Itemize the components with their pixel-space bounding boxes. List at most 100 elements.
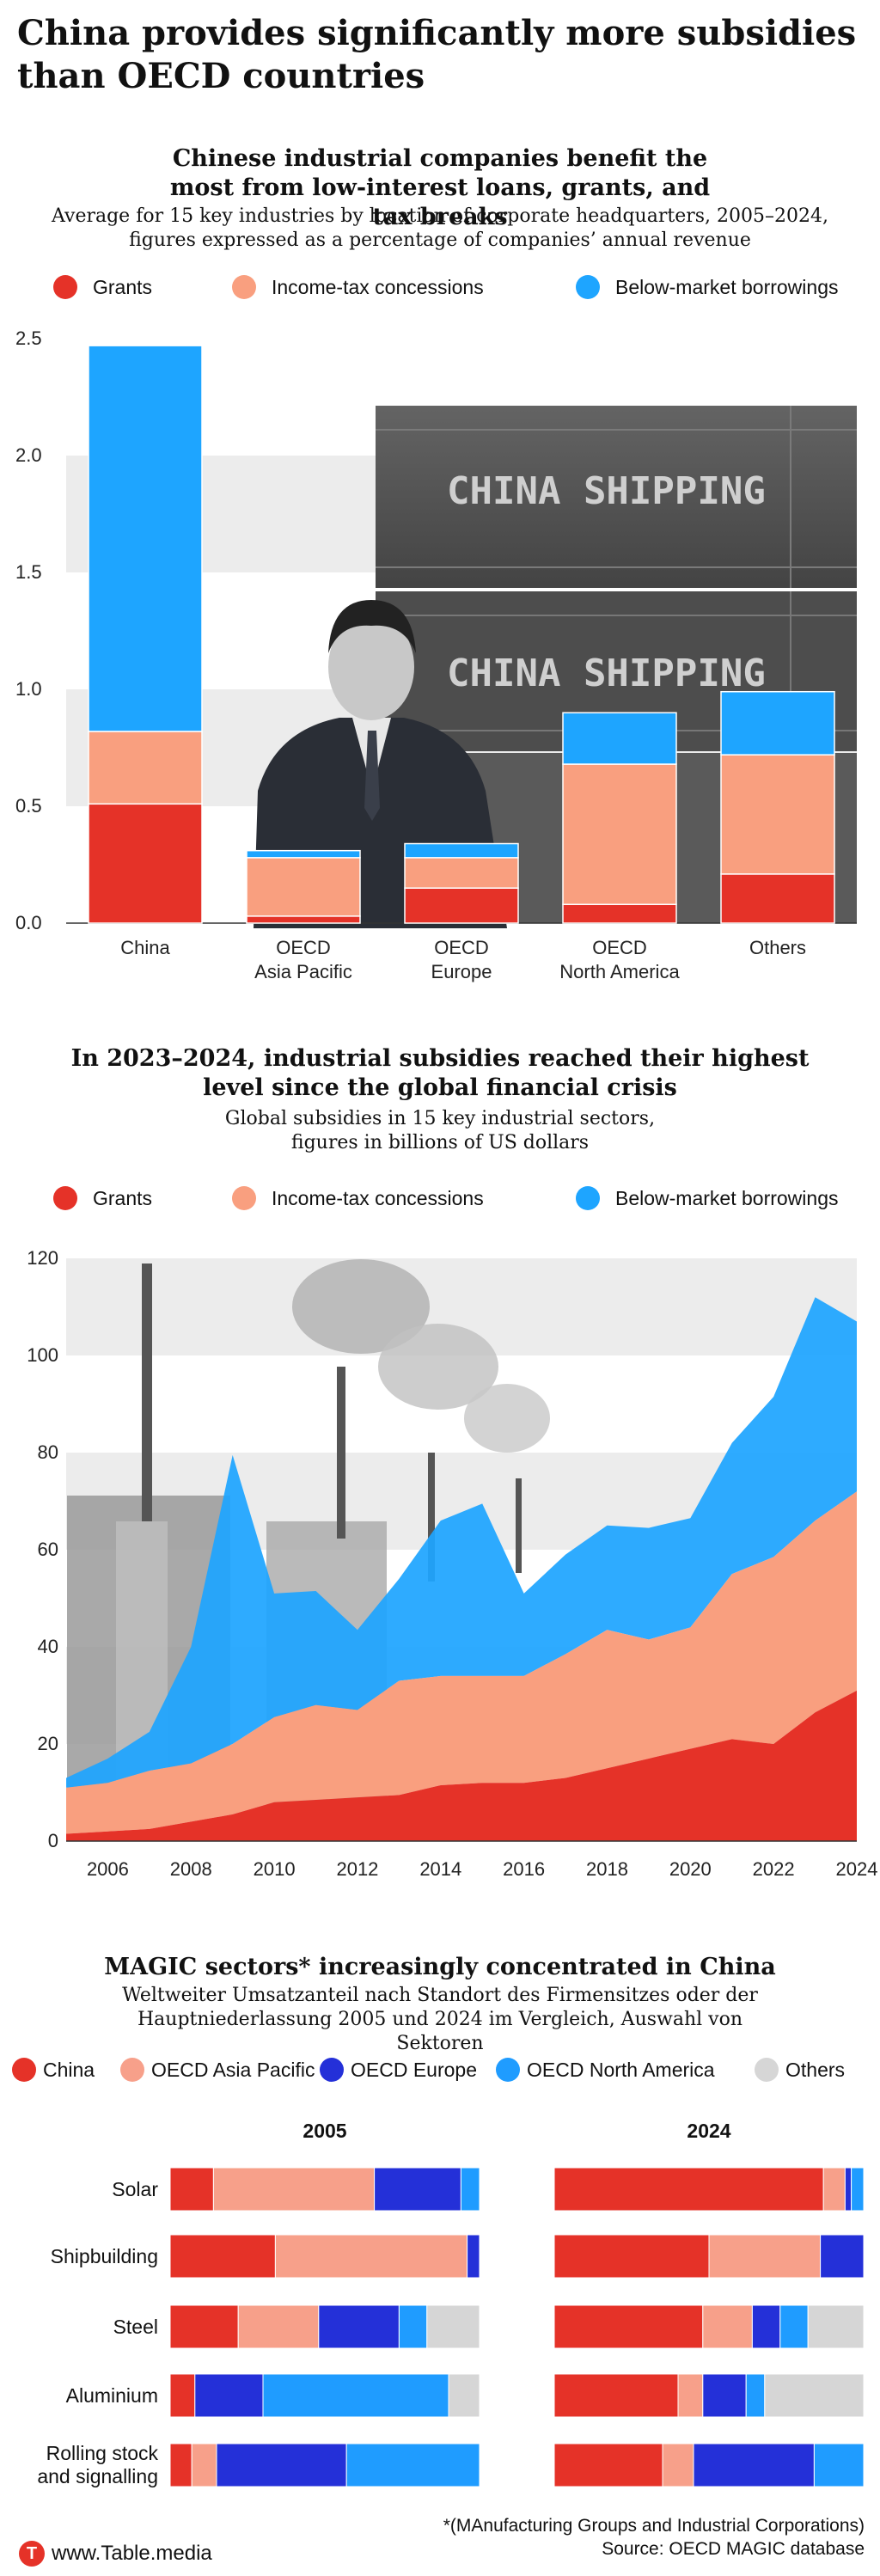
legend-swatch-tax (232, 275, 256, 299)
footnote: *(MAnufacturing Groups and Industrial Co… (443, 2516, 865, 2536)
x-tick-label: 2010 (254, 1858, 296, 1880)
bar-segment (88, 345, 203, 732)
legend3-label-oecd-na: OECD North America (527, 2058, 715, 2081)
section1-title: Chinese industrial companies benefit the… (169, 145, 711, 230)
share-segment (212, 2167, 376, 2212)
legend-item-tax: Income-tax concessions (232, 275, 484, 299)
y-tick-label: 20 (38, 1733, 58, 1754)
share-segment (237, 2304, 320, 2349)
area-series-income-tax-concessions (66, 1491, 857, 1834)
share-segment (553, 2373, 679, 2418)
y-tick-label: 40 (38, 1636, 58, 1657)
category-label: China (120, 937, 170, 958)
footer-brand-text: www.Table.media (52, 2542, 212, 2565)
share-segment (262, 2373, 449, 2418)
legend-item-grants: Grants (53, 275, 152, 299)
category-label: Others (749, 937, 806, 958)
legend3-label-oecd-europe: OECD Europe (351, 2058, 478, 2081)
category-label: North America (559, 961, 680, 982)
chart2-axis: 0 20 40 60 80 100 120 2006 2008 2010 2012 2014 2016 2… (27, 1247, 877, 1880)
table-media-logo-icon: T (19, 2541, 45, 2567)
legend3-item-china: China (12, 2058, 95, 2082)
legend-label-borrow: Below-market borrowings (615, 275, 839, 298)
subsidy-share-bar-chart: CHINA SHIPPING CHINA SHIPPING 0.0 0.5 1.0 1… (15, 327, 857, 982)
share-segment (169, 2304, 239, 2349)
bar-segment (88, 803, 203, 924)
bar-segment (720, 690, 835, 756)
section2-subtitle: Global subsidies in 15 key industrial se… (224, 1108, 656, 1153)
y-tick-label: 0.0 (15, 912, 42, 933)
x-tick-label: 2020 (669, 1858, 712, 1880)
y-tick-label: 0.5 (15, 795, 42, 817)
area-series-grants (66, 1690, 857, 1841)
legend2-swatch-borrow (576, 1186, 600, 1210)
share-segment (345, 2443, 480, 2487)
y-tick-label: 80 (38, 1441, 58, 1463)
legend3-item-oecd-europe: OECD Europe (320, 2058, 477, 2082)
section2-legend: Grants Income-tax concessions Below-mark… (53, 1186, 863, 1221)
bar-segment (246, 915, 361, 924)
bar-segment (562, 763, 677, 905)
legend2-item-borrow: Below-market borrowings (576, 1186, 838, 1210)
share-segment (844, 2167, 852, 2212)
footer-brand[interactable]: T www.Table.media (19, 2541, 212, 2567)
global-subsidies-area-chart: 0 20 40 60 80 100 120 2006 2008 2010 2012 2014 2016 2… (27, 1247, 877, 1880)
sector-label: Solar (112, 2177, 158, 2200)
share-segment (169, 2234, 276, 2279)
legend3-swatch-oecd-na (496, 2058, 520, 2082)
legend2-label-tax: Income-tax concessions (272, 1186, 484, 1209)
legend3-swatch-oecd-europe (320, 2058, 344, 2082)
sector-label: Aluminium (65, 2383, 158, 2407)
legend-item-borrow: Below-market borrowings (576, 275, 838, 299)
share-segment (702, 2373, 747, 2418)
y-tick-label: 1.0 (15, 678, 42, 700)
legend3-swatch-oecd-asia (120, 2058, 144, 2082)
legend-label-tax: Income-tax concessions (272, 275, 484, 298)
legend2-label-grants: Grants (93, 1186, 153, 1209)
x-tick-label: 2006 (87, 1858, 129, 1880)
legend-swatch-borrow (576, 275, 600, 299)
y-tick-label: 100 (27, 1344, 58, 1366)
bar-segment (720, 873, 835, 924)
bar-segment (404, 887, 519, 924)
y-tick-label: 60 (38, 1539, 58, 1560)
area-series-below-market-borrowings (66, 1297, 857, 1788)
sector-share-bars (169, 2167, 865, 2487)
y-tick-label: 2.0 (15, 444, 42, 466)
magic-sector-bars (169, 2167, 865, 2487)
share-segment (374, 2167, 461, 2212)
share-segment (822, 2167, 846, 2212)
photo-text-1: CHINA SHIPPING (447, 469, 766, 513)
share-segment (553, 2443, 663, 2487)
section1-legend: Grants Income-tax concessions Below-mark… (53, 275, 863, 309)
share-segment (662, 2443, 694, 2487)
legend3-item-oecd-asia: OECD Asia Pacific (120, 2058, 315, 2082)
legend2-item-grants: Grants (53, 1186, 152, 1210)
share-segment (553, 2304, 704, 2349)
y-tick-label: 1.5 (15, 561, 42, 583)
share-segment (274, 2234, 468, 2279)
legend3-label-china: China (43, 2058, 95, 2081)
section2-title: In 2023–2024, industrial subsidies reach… (70, 1045, 810, 1101)
share-segment (702, 2304, 753, 2349)
chart1-bars (88, 345, 835, 924)
section1-subtitle: Average for 15 key industries by locatio… (52, 205, 828, 251)
share-segment (745, 2373, 766, 2418)
chart2-areas (66, 1297, 857, 1841)
share-segment (169, 2443, 192, 2487)
x-tick-label: 2012 (336, 1858, 378, 1880)
legend-swatch-grants (53, 275, 77, 299)
share-segment (779, 2304, 809, 2349)
sector-label: Steel (113, 2315, 158, 2338)
share-segment (813, 2443, 865, 2487)
share-segment (677, 2373, 704, 2418)
section3-subtitle: Weltweiter Umsatzanteil nach Standort de… (122, 1985, 758, 2054)
bar-segment (88, 731, 203, 805)
category-label: OECD (434, 937, 489, 958)
legend3-label-others: Others (785, 2058, 846, 2081)
share-segment (191, 2443, 217, 2487)
bar-segment (562, 712, 677, 765)
legend3-item-oecd-na: OECD North America (496, 2058, 715, 2082)
share-segment (820, 2234, 865, 2279)
year-heading-2024: 2024 (687, 2120, 731, 2142)
